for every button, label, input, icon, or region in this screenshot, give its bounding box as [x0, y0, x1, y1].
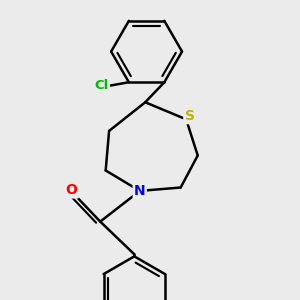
Text: S: S: [184, 109, 194, 123]
Text: O: O: [66, 183, 77, 197]
Text: Cl: Cl: [94, 79, 109, 92]
Text: N: N: [134, 184, 146, 198]
